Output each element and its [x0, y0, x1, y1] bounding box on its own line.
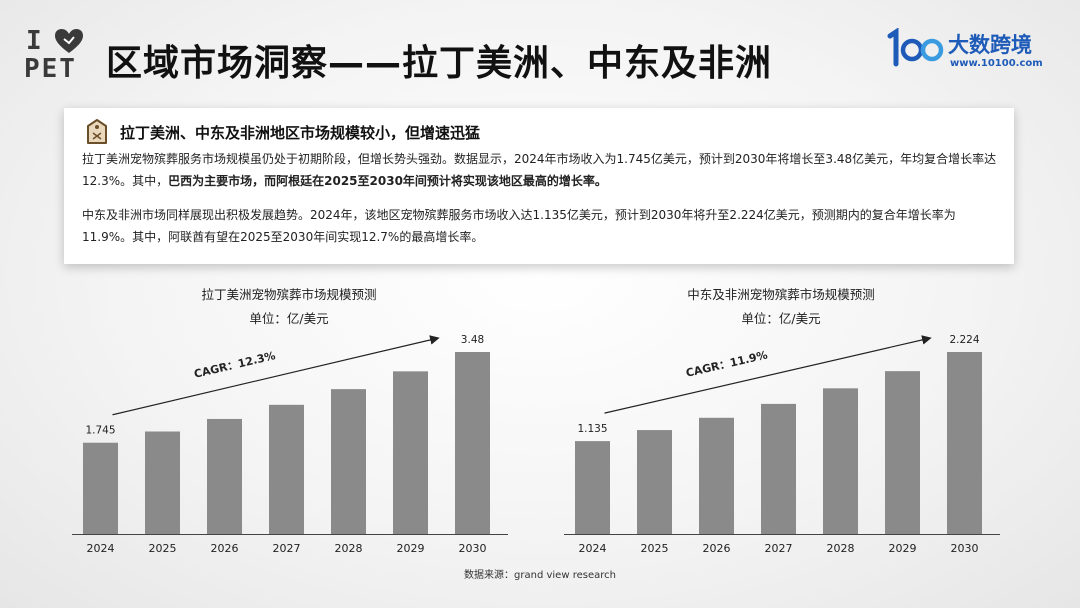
x-tick-label: 2024: [87, 542, 115, 555]
cagr-annotation: CAGR：12.3%: [193, 349, 277, 381]
heart-icon: [55, 29, 83, 53]
data-label: 3.48: [461, 334, 484, 346]
i-love-pet-logo: I PET: [24, 26, 94, 84]
brand-logo: 大数跨境 www.10100.com: [884, 28, 1060, 74]
price-tag-icon: [87, 119, 107, 144]
latin-america-highlight: 巴西为主要市场，而阿根廷在2025至2030年间预计将实现该地区最高的增长率。: [168, 174, 607, 188]
x-tick-label: 2025: [149, 542, 177, 555]
mea-paragraph: 中东及非洲市场同样展现出积极发展趋势。2024年，该地区宠物殡葬服务市场收入达1…: [82, 208, 956, 244]
chart-title: 中东及非洲宠物殡葬市场规模预测: [687, 287, 875, 302]
bar-2026: [699, 417, 734, 534]
bar-2030: [947, 352, 982, 534]
bar-2024: [575, 441, 610, 534]
mea-bar-chart: 2024 1.135 2025 2026 2027 2028 2029 2030 2.224 CA…: [564, 334, 1000, 555]
x-tick-label: 2029: [889, 542, 917, 555]
bar-2030: [455, 352, 490, 534]
insight-card: 拉丁美洲、中东及非洲地区市场规模较小，但增速迅猛 拉丁美洲宠物殡葬服务市场规模虽…: [64, 108, 1014, 264]
x-tick-label: 2025: [641, 542, 669, 555]
x-tick-label: 2027: [765, 542, 793, 555]
brand-url: www.10100.com: [950, 58, 1043, 69]
latin-america-text: 拉丁美洲宠物殡葬服务市场规模虽仍处于初期阶段，但增长势头强劲。数据显示，2024…: [82, 152, 997, 188]
data-source: 数据来源：grand view research: [464, 570, 616, 581]
cagr-annotation: CAGR：11.9%: [685, 348, 769, 379]
bar-2026: [207, 418, 242, 534]
chart-unit: 单位：亿/美元: [741, 311, 821, 326]
x-tick-label: 2026: [703, 542, 731, 555]
chart-unit: 单位：亿/美元: [249, 311, 329, 326]
bar-2028: [331, 389, 366, 534]
latin-america-bar-chart: 2024 1.745 2025 2026 2027 2028 2029 2030 3.48 CAG…: [72, 334, 508, 555]
data-label: 2.224: [949, 334, 979, 346]
x-tick-label: 2027: [273, 542, 301, 555]
trend-arrow: [112, 335, 440, 416]
bar-2029: [885, 371, 920, 534]
data-label: 1.135: [577, 423, 607, 435]
logo-letter-i: I: [26, 26, 44, 56]
brand-mark-icon: [887, 28, 944, 67]
x-tick-label: 2028: [827, 542, 855, 555]
bar-2024: [83, 442, 118, 534]
latin-america-paragraph: 拉丁美洲宠物殡葬服务市场规模虽仍处于初期阶段，但增长势头强劲。数据显示，2024…: [82, 148, 1000, 192]
bar-2029: [393, 371, 428, 534]
bar-2028: [823, 388, 858, 534]
trend-arrow: [604, 335, 932, 414]
x-tick-label: 2030: [951, 542, 979, 555]
page-title: 区域市场洞察——拉丁美洲、中东及非洲: [106, 43, 773, 84]
x-tick-label: 2024: [579, 542, 607, 555]
x-tick-label: 2026: [211, 542, 239, 555]
brand-name: 大数跨境: [948, 33, 1032, 57]
card-heading: 拉丁美洲、中东及非洲地区市场规模较小，但增速迅猛: [120, 124, 481, 142]
latin-america-chart: 拉丁美洲宠物殡葬市场规模预测 单位：亿/美元 2024 1.745 2025 2026…: [64, 276, 514, 572]
bar-2027: [761, 403, 796, 534]
bar-2025: [637, 430, 672, 534]
logo-letter-pet: PET: [24, 54, 77, 84]
x-tick-label: 2029: [397, 542, 425, 555]
x-tick-label: 2028: [335, 542, 363, 555]
chart-title: 拉丁美洲宠物殡葬市场规模预测: [201, 287, 377, 302]
bar-2025: [145, 431, 180, 534]
x-tick-label: 2030: [459, 542, 487, 555]
data-label: 1.745: [85, 425, 115, 437]
mea-chart: 中东及非洲宠物殡葬市场规模预测 单位：亿/美元 2024 1.135 2025 202…: [556, 276, 1006, 572]
bar-2027: [269, 404, 304, 534]
